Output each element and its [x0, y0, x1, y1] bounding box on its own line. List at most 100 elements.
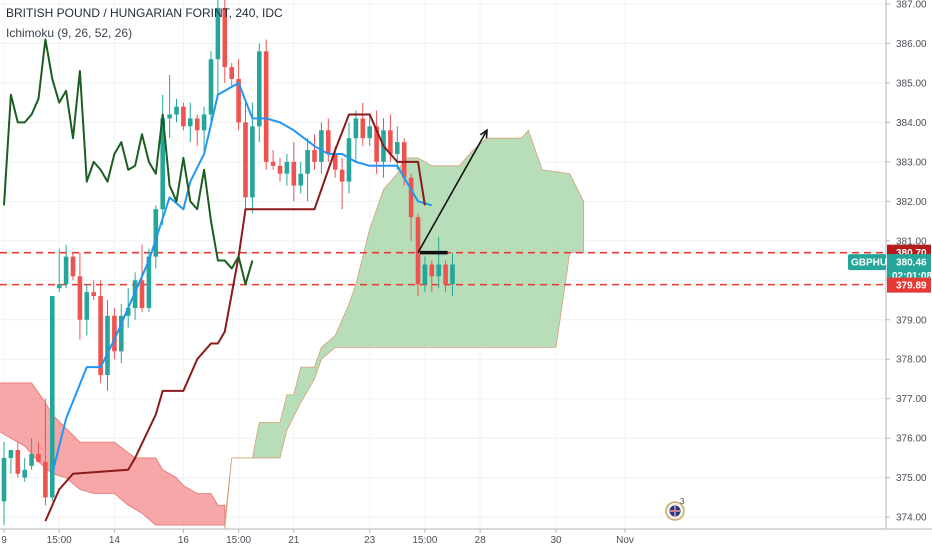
candle[interactable] — [22, 457, 27, 482]
candle[interactable] — [36, 442, 41, 462]
candle[interactable] — [84, 284, 90, 336]
candle[interactable] — [208, 51, 214, 123]
candle-body — [243, 122, 248, 198]
candle[interactable] — [243, 98, 248, 210]
candle[interactable] — [312, 134, 317, 170]
price-tag-lower-label: 379.89 — [896, 281, 927, 292]
bearish-cloud — [0, 382, 226, 526]
candle-body — [422, 264, 428, 285]
candle[interactable] — [270, 150, 276, 170]
candle-body — [84, 292, 90, 320]
candle-body — [291, 161, 297, 186]
price-tick-label: 383.00 — [896, 157, 927, 168]
candle[interactable] — [450, 252, 455, 297]
candle[interactable] — [15, 442, 21, 478]
candle-body — [36, 453, 41, 462]
candle[interactable] — [257, 43, 262, 143]
candle[interactable] — [77, 252, 83, 340]
price-tick-label: 384.00 — [896, 118, 927, 129]
candle[interactable] — [215, 0, 221, 95]
time-tick-label: 16 — [178, 535, 190, 546]
candle-body — [15, 450, 21, 474]
time-tick-label: 15:00 — [47, 535, 72, 546]
candle-body — [181, 106, 186, 127]
price-tick-label: 381.00 — [896, 236, 927, 247]
candle[interactable] — [43, 398, 48, 506]
candle-body — [326, 130, 331, 154]
candle[interactable] — [367, 114, 372, 147]
candle[interactable] — [443, 260, 448, 293]
time-tick-label: 23 — [364, 535, 376, 546]
candle[interactable] — [250, 102, 255, 214]
candle-body — [353, 118, 359, 139]
candle-body — [105, 315, 110, 376]
candle[interactable] — [305, 138, 310, 202]
candle[interactable] — [8, 450, 14, 474]
candle-body — [56, 284, 62, 289]
candle-body — [429, 264, 435, 277]
events-flag-icon[interactable]: 3 — [665, 497, 685, 521]
candle[interactable] — [56, 248, 62, 293]
candle-body — [257, 51, 262, 127]
time-tick-label: 15:00 — [412, 535, 437, 546]
candle[interactable] — [1, 442, 7, 526]
candle-body — [319, 130, 324, 162]
candle[interactable] — [291, 142, 297, 202]
candle[interactable] — [298, 161, 303, 194]
candle-body — [146, 256, 152, 308]
price-tick-label: 374.00 — [896, 513, 927, 524]
candle[interactable] — [229, 63, 234, 87]
candle[interactable] — [201, 106, 207, 154]
candle-body — [167, 114, 172, 119]
candle[interactable] — [70, 252, 76, 281]
time-tick-label: 21 — [288, 535, 300, 546]
candle[interactable] — [353, 110, 359, 162]
candle[interactable] — [422, 256, 428, 293]
candle[interactable] — [284, 153, 290, 186]
candle[interactable] — [91, 280, 96, 301]
candle-body — [119, 315, 124, 352]
time-tick-label: Nov — [616, 535, 634, 546]
candle[interactable] — [408, 173, 414, 241]
candle[interactable] — [119, 303, 124, 364]
candle[interactable] — [415, 213, 421, 297]
candle[interactable] — [374, 110, 379, 174]
candle[interactable] — [112, 307, 117, 360]
time-axis[interactable]: 9 15:00 14 16 15:00 21 23 15:00 28 30 Nov — [1, 529, 634, 546]
price-tick-label: 375.00 — [896, 473, 927, 484]
candle[interactable] — [105, 300, 110, 391]
candle-body — [1, 457, 7, 502]
indicator-legend[interactable]: Ichimoku (9, 26, 52, 26) — [6, 26, 132, 40]
candle[interactable] — [429, 260, 435, 293]
candle[interactable] — [222, 0, 228, 83]
candle-body — [160, 118, 165, 210]
candle-body — [125, 307, 131, 316]
candle-body — [305, 150, 310, 174]
candle[interactable] — [436, 236, 441, 289]
candle[interactable] — [181, 102, 186, 131]
candle[interactable] — [277, 157, 283, 182]
candle[interactable] — [174, 98, 179, 123]
candle[interactable] — [29, 438, 34, 470]
candle[interactable] — [194, 114, 200, 147]
candle[interactable] — [50, 296, 55, 502]
candle-body — [29, 453, 34, 466]
time-tick-label: 28 — [475, 535, 487, 546]
chart-title: BRITISH POUND / HUNGARIAN FORINT, 240, I… — [6, 6, 283, 20]
price-tick-label: 386.00 — [896, 39, 927, 50]
drawing-annotations[interactable] — [417, 128, 488, 255]
trend-arrow-line[interactable] — [417, 129, 488, 254]
candle[interactable] — [360, 102, 366, 147]
candle-body — [236, 78, 241, 123]
candle[interactable] — [339, 157, 345, 210]
time-tick-label: 30 — [550, 535, 562, 546]
candle[interactable] — [319, 122, 324, 174]
candle[interactable] — [63, 244, 69, 289]
price-tick-label: 376.00 — [896, 434, 927, 445]
candle[interactable] — [188, 102, 193, 143]
candle[interactable] — [263, 39, 269, 170]
candle-body — [346, 138, 352, 182]
candle[interactable] — [167, 75, 172, 139]
candle[interactable] — [236, 59, 241, 131]
